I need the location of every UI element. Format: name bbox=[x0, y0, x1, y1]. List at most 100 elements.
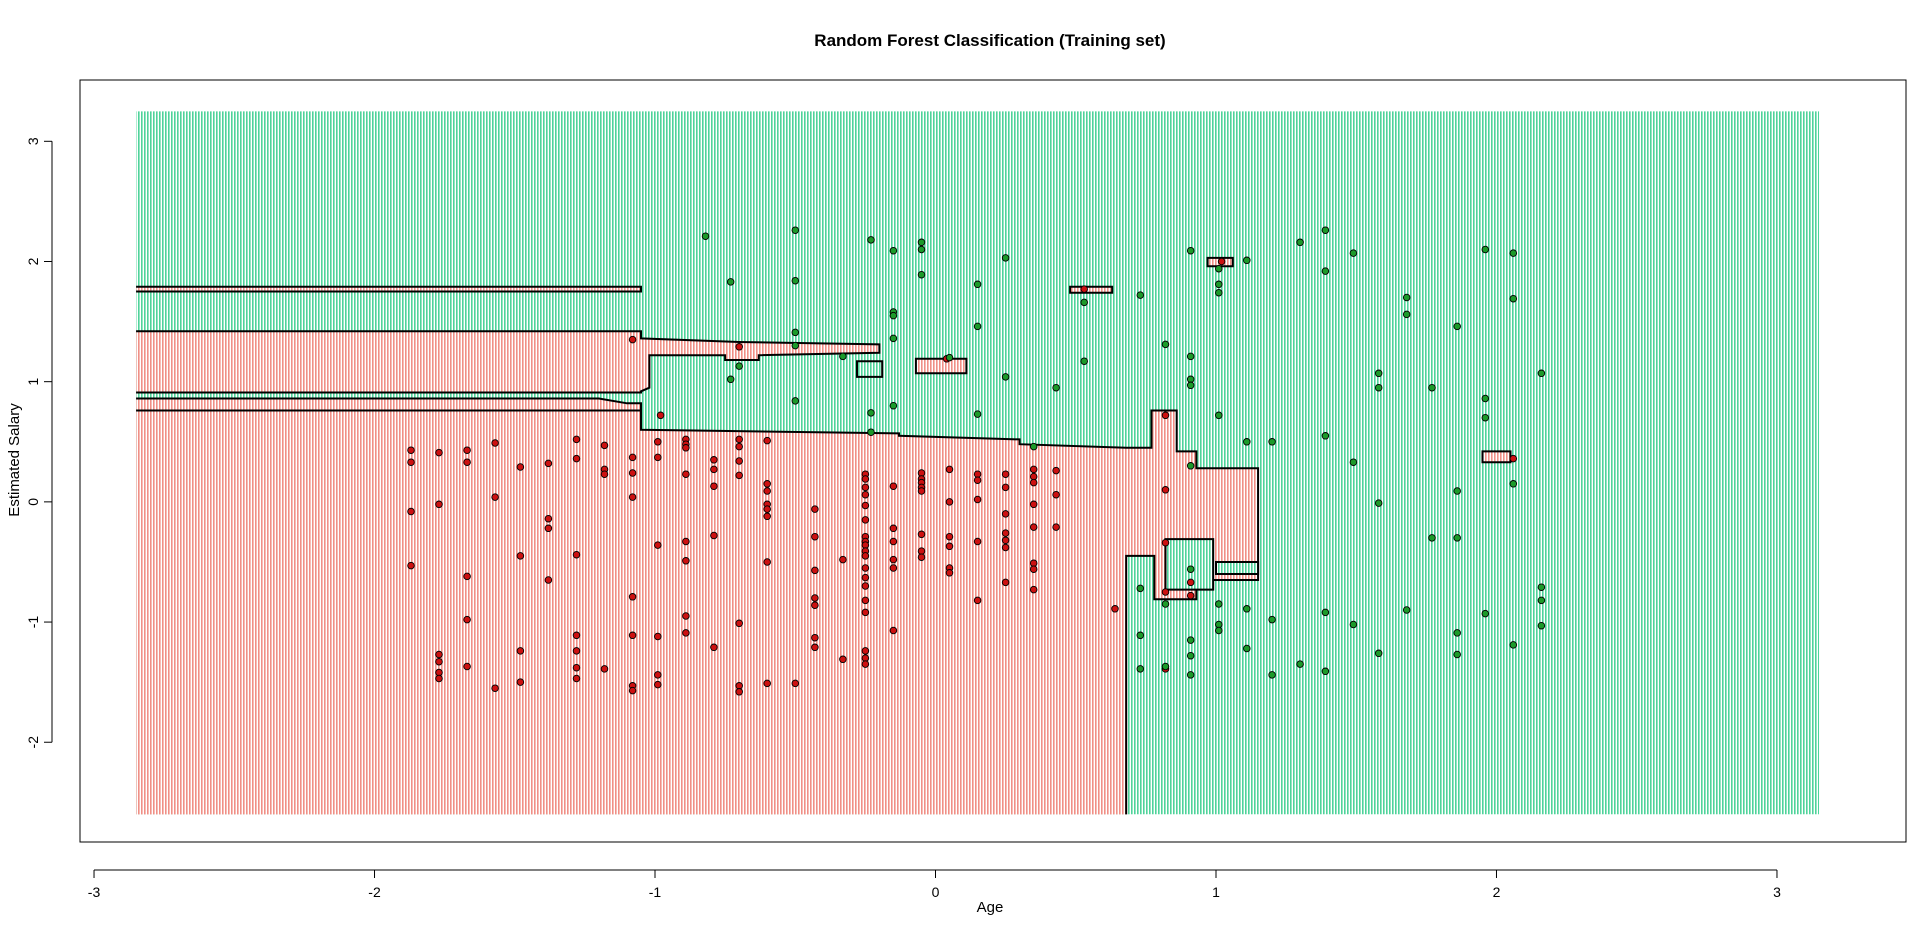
point-class-1 bbox=[1321, 432, 1330, 440]
point-class-0 bbox=[861, 552, 870, 560]
point-class-0 bbox=[1509, 454, 1518, 463]
x-axis: -3 -2 -1 0 1 2 3 bbox=[88, 869, 1781, 900]
point-class-0 bbox=[1111, 605, 1119, 613]
point-class-0 bbox=[710, 465, 718, 474]
point-class-0 bbox=[889, 524, 898, 533]
point-class-0 bbox=[710, 643, 718, 652]
x-axis-label: Age bbox=[977, 899, 1004, 916]
point-class-0 bbox=[811, 566, 819, 575]
y-tick-label: 2 bbox=[25, 257, 41, 265]
point-class-0 bbox=[735, 435, 743, 444]
point-class-0 bbox=[600, 470, 609, 478]
point-class-0 bbox=[600, 441, 609, 450]
point-class-1 bbox=[791, 328, 800, 337]
point-class-1 bbox=[1453, 650, 1461, 659]
point-class-1 bbox=[889, 311, 898, 320]
point-class-0 bbox=[628, 469, 637, 477]
point-class-0 bbox=[1029, 523, 1038, 531]
point-class-0 bbox=[889, 564, 898, 572]
point-class-0 bbox=[1001, 536, 1010, 545]
point-class-1 bbox=[1215, 264, 1223, 273]
point-class-0 bbox=[763, 480, 771, 488]
point-class-1 bbox=[1453, 629, 1461, 637]
point-class-0 bbox=[544, 514, 553, 523]
point-class-0 bbox=[839, 655, 847, 664]
point-class-0 bbox=[861, 573, 870, 582]
point-class-0 bbox=[1029, 500, 1038, 509]
x-tick-label: -3 bbox=[88, 884, 101, 900]
point-class-1 bbox=[1481, 413, 1490, 422]
point-class-1 bbox=[1029, 442, 1038, 451]
point-class-1 bbox=[1374, 649, 1383, 658]
point-class-0 bbox=[861, 475, 870, 483]
point-class-0 bbox=[572, 550, 581, 559]
point-class-0 bbox=[861, 582, 870, 590]
point-class-0 bbox=[811, 601, 819, 609]
point-class-0 bbox=[1029, 478, 1038, 487]
point-class-0 bbox=[491, 493, 499, 501]
point-class-1 bbox=[1296, 238, 1304, 247]
x-tick-label: 0 bbox=[932, 884, 940, 900]
point-class-0 bbox=[516, 463, 525, 471]
point-class-1 bbox=[1537, 583, 1546, 591]
point-class-1 bbox=[1537, 596, 1546, 605]
point-class-0 bbox=[763, 558, 771, 566]
point-class-0 bbox=[811, 594, 819, 602]
point-class-0 bbox=[463, 615, 471, 624]
point-class-1 bbox=[1186, 651, 1195, 660]
point-class-0 bbox=[735, 471, 743, 480]
point-class-1 bbox=[1509, 480, 1518, 488]
point-class-0 bbox=[407, 458, 415, 466]
point-class-1 bbox=[1268, 438, 1276, 446]
point-class-0 bbox=[1001, 578, 1010, 587]
point-class-1 bbox=[1001, 373, 1010, 381]
point-class-1 bbox=[1243, 644, 1251, 653]
point-class-0 bbox=[1001, 529, 1010, 537]
y-axis: -2 -1 0 1 2 3 bbox=[25, 137, 53, 748]
point-class-0 bbox=[1186, 578, 1195, 587]
point-class-0 bbox=[572, 631, 581, 640]
point-class-1 bbox=[1321, 608, 1330, 617]
point-class-0 bbox=[656, 411, 665, 420]
point-class-1 bbox=[1243, 605, 1251, 613]
y-tick-label: -1 bbox=[25, 616, 41, 629]
point-class-0 bbox=[435, 448, 443, 457]
point-class-0 bbox=[1029, 465, 1038, 474]
point-class-0 bbox=[861, 660, 870, 668]
point-class-1 bbox=[1453, 322, 1461, 331]
point-class-0 bbox=[861, 490, 870, 499]
point-class-1 bbox=[1509, 294, 1518, 303]
point-class-0 bbox=[763, 487, 771, 495]
point-class-0 bbox=[861, 596, 870, 605]
point-class-0 bbox=[600, 665, 609, 673]
y-axis-label: Estimated Salary bbox=[6, 403, 23, 517]
point-class-1 bbox=[1268, 615, 1276, 624]
point-class-1 bbox=[1321, 226, 1330, 234]
point-class-0 bbox=[710, 456, 718, 464]
point-class-0 bbox=[628, 631, 637, 640]
point-class-0 bbox=[889, 555, 898, 564]
point-class-1 bbox=[1186, 381, 1195, 390]
point-class-0 bbox=[889, 482, 898, 490]
point-class-0 bbox=[811, 532, 819, 541]
point-class-0 bbox=[973, 476, 982, 484]
point-class-0 bbox=[973, 537, 982, 546]
point-class-0 bbox=[628, 335, 637, 344]
point-class-0 bbox=[917, 553, 926, 561]
point-class-0 bbox=[1001, 483, 1010, 492]
point-class-1 bbox=[1215, 288, 1223, 297]
point-class-0 bbox=[791, 679, 800, 688]
point-class-0 bbox=[710, 482, 718, 490]
point-class-1 bbox=[1349, 249, 1358, 257]
point-class-0 bbox=[861, 483, 870, 492]
point-class-0 bbox=[1029, 585, 1038, 594]
point-class-0 bbox=[572, 674, 581, 683]
point-class-1 bbox=[1161, 662, 1170, 671]
point-class-1 bbox=[1402, 293, 1411, 302]
point-class-0 bbox=[491, 684, 499, 692]
point-class-0 bbox=[654, 438, 662, 446]
point-class-0 bbox=[861, 564, 870, 572]
point-class-1 bbox=[1374, 499, 1383, 507]
point-class-0 bbox=[945, 532, 954, 541]
point-class-1 bbox=[917, 245, 926, 254]
